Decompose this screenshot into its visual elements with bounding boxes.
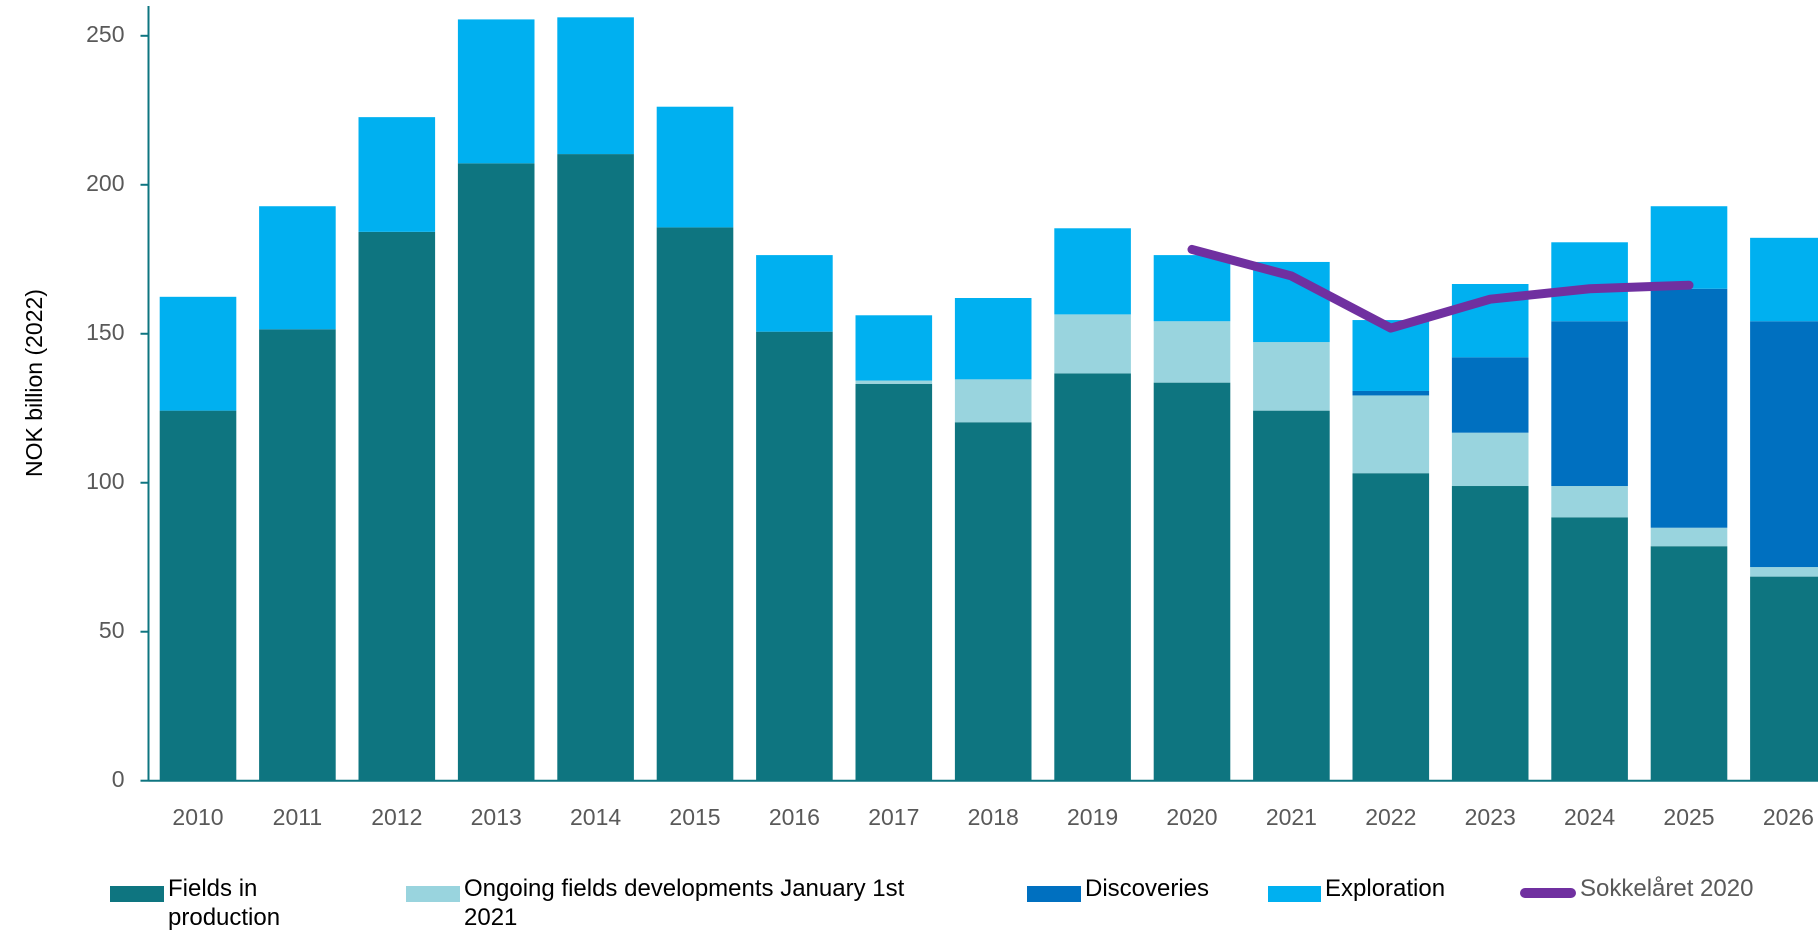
- bar-segment: [1551, 517, 1628, 781]
- bar-segment: [656, 227, 734, 781]
- bar-segment: [954, 379, 1032, 423]
- bar-segment: [1650, 546, 1728, 781]
- bar-segment: [457, 19, 535, 164]
- bar-segment: [1551, 486, 1628, 518]
- x-tick-label: 2011: [273, 804, 322, 830]
- x-tick-label: 2017: [868, 804, 919, 830]
- bar-segment: [457, 163, 535, 781]
- bar-segment: [1551, 242, 1628, 322]
- bar-segment: [1153, 382, 1231, 781]
- bar-segment: [1054, 314, 1131, 374]
- bar-segment: [756, 255, 833, 332]
- bar-segment: [259, 206, 336, 330]
- x-tick-label: 2020: [1166, 804, 1217, 830]
- bar-segment: [1451, 432, 1529, 487]
- bar-segment: [1253, 342, 1330, 411]
- bar-segment: [855, 383, 933, 781]
- x-tick-label: 2015: [669, 804, 720, 830]
- bar-segment: [1551, 321, 1628, 487]
- bar-segment: [1054, 228, 1131, 315]
- x-tick-label: 2012: [371, 804, 422, 830]
- bar-segment: [1650, 288, 1728, 528]
- bar-segment: [159, 410, 237, 781]
- x-tick-label: 2016: [769, 804, 820, 830]
- x-tick-label: 2022: [1365, 804, 1416, 830]
- y-tick-label: 50: [99, 617, 125, 643]
- bar-segment: [1750, 576, 1818, 781]
- x-tick-label: 2021: [1266, 804, 1317, 830]
- bar-segment: [1750, 567, 1818, 577]
- x-tick-label: 2026: [1763, 804, 1814, 830]
- bar-segment: [954, 298, 1032, 380]
- bar-segment: [259, 329, 336, 781]
- line-series: [1187, 244, 1694, 333]
- y-tick-label: 0: [112, 766, 125, 792]
- x-tick-label: 2010: [172, 804, 223, 830]
- x-tick-label: 2014: [570, 804, 621, 830]
- bar-segment: [557, 154, 634, 781]
- bar-segment: [1451, 357, 1529, 433]
- bar-segment: [1253, 410, 1330, 781]
- bar-segment: [855, 315, 933, 381]
- x-tick-label: 2024: [1564, 804, 1615, 830]
- y-axis-title: NOK billion (2022): [21, 289, 47, 477]
- bar-segment: [1352, 395, 1430, 474]
- bar-segment: [656, 106, 734, 228]
- y-tick-label: 200: [86, 170, 124, 196]
- bar-segment: [855, 380, 933, 384]
- x-tick-label: 2023: [1465, 804, 1516, 830]
- bar-segment: [1650, 527, 1728, 547]
- bar-segment: [1451, 486, 1529, 781]
- x-tick-label: 2013: [471, 804, 522, 830]
- bar-segment: [756, 331, 833, 781]
- y-tick-label: 150: [86, 319, 124, 345]
- y-tick-label: 100: [86, 468, 124, 494]
- bar-segment: [159, 296, 237, 411]
- bar-segment: [1352, 473, 1430, 781]
- bar-segment: [954, 422, 1032, 781]
- x-tick-label: 2025: [1663, 804, 1714, 830]
- bar-segment: [1153, 321, 1231, 383]
- bar-segment: [358, 231, 436, 781]
- bar-segment: [1750, 321, 1818, 568]
- y-tick-label: 250: [86, 21, 124, 47]
- x-tick-label: 2018: [968, 804, 1019, 830]
- bar-segment: [1750, 237, 1818, 322]
- bar-segment: [1352, 390, 1430, 396]
- bar-segment: [1650, 206, 1728, 289]
- x-tick-label: 2019: [1067, 804, 1118, 830]
- bar-segment: [557, 17, 634, 155]
- bar-segment: [358, 117, 436, 232]
- bar-segment: [1153, 255, 1231, 322]
- bar-segment: [1054, 373, 1131, 781]
